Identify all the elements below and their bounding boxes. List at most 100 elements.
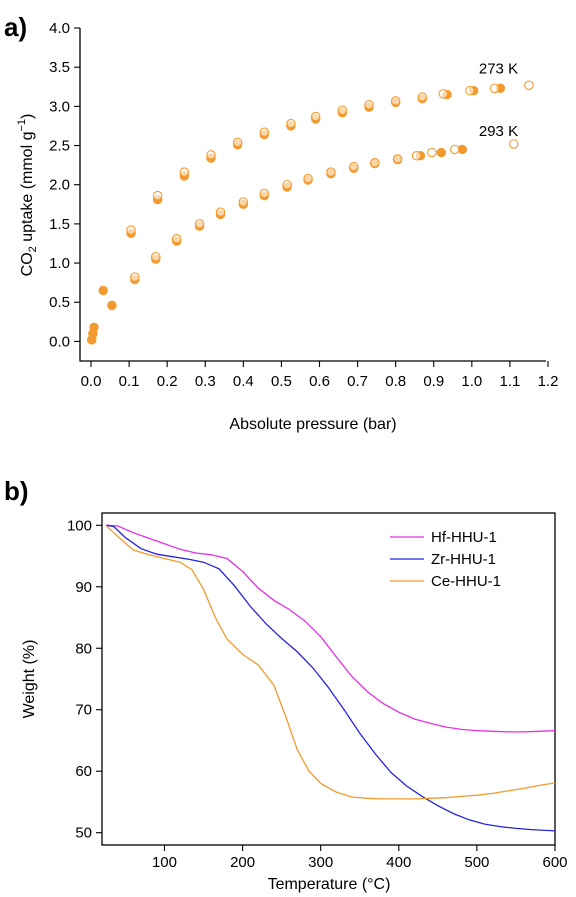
desorption-point-293-k-9 xyxy=(326,167,336,177)
y-title-sub: 2 xyxy=(27,246,39,252)
x-tick-label-1.1: 1.1 xyxy=(499,373,520,390)
desorption-point-273-k-12 xyxy=(438,89,449,99)
y-tick-label-1.0: 1.0 xyxy=(49,255,70,272)
x-tick-label-400: 400 xyxy=(386,854,411,871)
desorption-point-293-k-13 xyxy=(411,150,422,161)
panel-a: a) 0.0 0.1 0.2 0.3 0.4 0.5 0.6 0.7 0.8 0.9 1.0 1.1 1… xyxy=(4,12,558,433)
x-tick-label-0.7: 0.7 xyxy=(347,373,368,390)
desorption-point-273-k-2 xyxy=(179,167,190,177)
panel-a-y-axis-title: CO2 uptake (mmol g−1) xyxy=(16,114,39,277)
x-tick-label-0.6: 0.6 xyxy=(309,373,330,390)
desorption-point-293-k-11 xyxy=(369,158,380,168)
y-tick-label-0.0: 0.0 xyxy=(49,333,70,350)
desorption-point-273-k-7 xyxy=(310,111,321,122)
panel-b-legend: Hf-HHU-1 Zr-HHU-1 Ce-HHU-1 xyxy=(390,529,501,590)
desorption-point-293-k-3 xyxy=(194,219,205,229)
panel-b-x-ticks: 100 200 300 400 500 600 xyxy=(152,845,568,871)
y-tick-label-70: 70 xyxy=(75,702,92,719)
y-tick-label-80: 80 xyxy=(75,640,92,657)
x-tick-label-0.3: 0.3 xyxy=(195,373,216,390)
legend-label-hf-hhu-1: Hf-HHU-1 xyxy=(431,529,497,546)
desorption-point-293-k-1 xyxy=(150,252,161,262)
desorption-point-273-k-15 xyxy=(524,80,534,90)
panel-a-axes xyxy=(79,28,546,362)
desorption-point-293-k-10 xyxy=(349,161,359,172)
desorption-point-293-k-16 xyxy=(508,139,519,149)
x-tick-label-200: 200 xyxy=(230,854,255,871)
y-tick-label-2.5: 2.5 xyxy=(49,138,70,155)
desorption-point-273-k-11 xyxy=(417,92,428,102)
adsorption-point-293-k-2 xyxy=(107,300,117,311)
y-tick-label-4.0: 4.0 xyxy=(49,20,70,37)
legend-label-zr-hhu-1: Zr-HHU-1 xyxy=(431,551,496,568)
panel-b-label: b) xyxy=(4,476,29,506)
desorption-point-293-k-15 xyxy=(449,144,460,155)
panel-b-x-axis-title: Temperature (°C) xyxy=(268,876,391,893)
x-tick-label-0.4: 0.4 xyxy=(233,373,254,390)
panel-b-frame xyxy=(101,512,556,846)
x-tick-label-600: 600 xyxy=(542,854,567,871)
series-label-293-k: 293 K xyxy=(479,123,518,140)
y-tick-label-50: 50 xyxy=(75,825,92,842)
desorption-point-273-k-1 xyxy=(152,190,163,201)
y-tick-label-3.5: 3.5 xyxy=(49,59,70,76)
panel-a-x-axis-title: Absolute pressure (bar) xyxy=(229,416,396,433)
y-tick-label-1.5: 1.5 xyxy=(49,216,70,233)
panel-b-y-ticks: 50 60 70 80 90 100 xyxy=(67,517,102,842)
y-title-mid: uptake (mmol g xyxy=(19,132,36,247)
desorption-point-293-k-7 xyxy=(282,179,292,190)
x-tick-label-100: 100 xyxy=(152,854,177,871)
x-tick-label-500: 500 xyxy=(464,854,489,871)
desorption-point-293-k-8 xyxy=(303,173,313,184)
desorption-point-273-k-4 xyxy=(232,137,243,148)
desorption-point-273-k-5 xyxy=(259,127,270,137)
x-tick-label-300: 300 xyxy=(308,854,333,871)
desorption-point-273-k-14 xyxy=(489,83,500,94)
legend-label-ce-hhu-1: Ce-HHU-1 xyxy=(431,573,501,590)
panel-a-data-points xyxy=(87,80,534,345)
desorption-point-293-k-4 xyxy=(215,207,226,217)
adsorption-point-273-k-3 xyxy=(98,285,108,296)
desorption-point-293-k-2 xyxy=(171,234,182,244)
panel-b: b) 100 200 300 400 500 600 50 60 70 80 90 100 Hf-H… xyxy=(4,476,568,893)
y-tick-label-3.0: 3.0 xyxy=(49,98,70,115)
panel-b-y-axis-title: Weight (%) xyxy=(21,640,38,719)
x-tick-label-1.2: 1.2 xyxy=(538,373,559,390)
y-title-end: ) xyxy=(19,114,36,119)
desorption-point-293-k-12 xyxy=(392,154,403,164)
desorption-point-293-k-6 xyxy=(259,188,270,199)
y-tick-label-100: 100 xyxy=(67,517,92,534)
adsorption-point-293-k-1 xyxy=(88,328,98,339)
panel-a-series-labels: 273 K 293 K xyxy=(479,60,518,140)
desorption-point-273-k-6 xyxy=(286,118,296,129)
x-tick-label-0.5: 0.5 xyxy=(271,373,292,390)
series-line-zr-hhu-1 xyxy=(105,524,556,832)
panel-a-x-ticks: 0.0 0.1 0.2 0.3 0.4 0.5 0.6 0.7 0.8 0.9 1.0 1.1 1.2 xyxy=(81,361,559,390)
panel-a-label: a) xyxy=(4,12,27,42)
desorption-point-273-k-8 xyxy=(337,105,348,116)
y-title-sup: −1 xyxy=(16,119,28,132)
desorption-point-273-k-0 xyxy=(126,225,136,235)
adsorption-point-293-k-17 xyxy=(436,147,447,158)
desorption-point-273-k-13 xyxy=(465,85,475,96)
desorption-point-273-k-10 xyxy=(390,96,401,106)
panel-a-y-ticks: 0.0 0.5 1.0 1.5 2.0 2.5 3.0 3.5 4.0 xyxy=(49,20,80,350)
desorption-point-293-k-0 xyxy=(130,272,140,282)
x-tick-label-0.8: 0.8 xyxy=(385,373,406,390)
series-label-273-k: 273 K xyxy=(479,60,518,77)
y-tick-label-90: 90 xyxy=(75,579,92,596)
desorption-point-273-k-3 xyxy=(206,150,216,160)
x-tick-label-0.1: 0.1 xyxy=(119,373,140,390)
y-tick-label-0.5: 0.5 xyxy=(49,294,70,311)
desorption-point-273-k-9 xyxy=(364,100,374,110)
x-tick-label-0.0: 0.0 xyxy=(81,373,102,390)
series-line-ce-hhu-1 xyxy=(105,524,556,800)
x-tick-label-1.0: 1.0 xyxy=(461,373,482,390)
desorption-point-293-k-5 xyxy=(238,197,249,207)
series-line-hf-hhu-1 xyxy=(105,524,556,733)
y-tick-label-2.0: 2.0 xyxy=(49,177,70,194)
x-tick-label-0.2: 0.2 xyxy=(157,373,178,390)
x-tick-label-0.9: 0.9 xyxy=(423,373,444,390)
y-tick-label-60: 60 xyxy=(75,763,92,780)
